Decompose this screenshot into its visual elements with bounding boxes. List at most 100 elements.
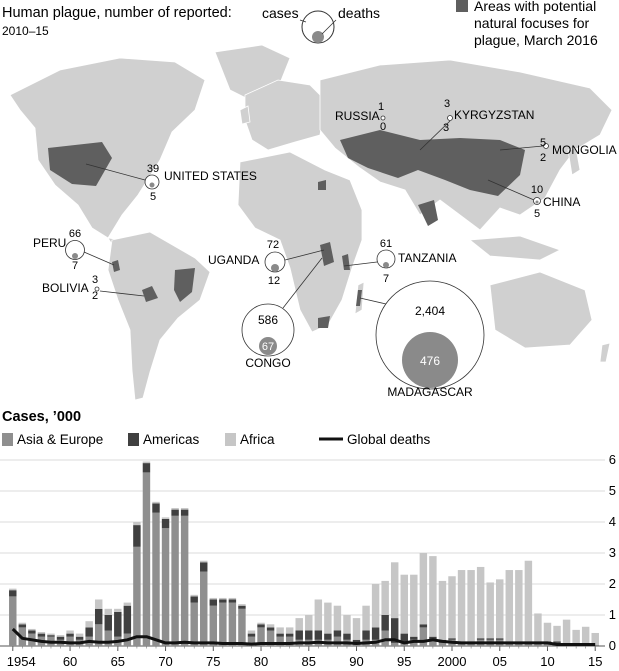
- label-united-states: UNITED STATES: [164, 169, 257, 183]
- bar-1994-s2: [390, 562, 399, 619]
- legend-swatch-americas: [128, 433, 139, 446]
- bar-2003-s1: [476, 638, 485, 640]
- x-tick-label: 2000: [438, 654, 467, 669]
- bar-1969-s1: [152, 503, 160, 513]
- bar-1964-s1: [104, 615, 112, 631]
- plague-focus-areas: [48, 130, 525, 328]
- bar-1982-s2: [276, 627, 284, 634]
- label-china: CHINA: [543, 195, 580, 209]
- focus-bolivia: [142, 286, 158, 302]
- bar-2007-s2: [515, 570, 523, 642]
- bar-1981-s0: [266, 630, 275, 646]
- bar-1989-s2: [343, 615, 351, 634]
- bar-1961-s2: [75, 633, 84, 637]
- bar-1980-s2: [257, 622, 265, 625]
- bar-1963-s2: [94, 599, 103, 609]
- bar-1983-s0: [285, 636, 294, 646]
- focus-india: [418, 200, 438, 226]
- bar-1999-s0: [438, 642, 447, 646]
- bar-1981-s2: [266, 624, 275, 628]
- bar-2004-s1: [486, 638, 494, 640]
- cases-uganda: 72: [267, 239, 279, 251]
- bar-1971-s0: [171, 515, 179, 646]
- bar-2000-s2: [448, 576, 456, 639]
- bar-1972-s0: [180, 515, 189, 646]
- focus-legend-line-2: natural focuses for: [474, 15, 590, 31]
- bar-2003-s2: [476, 566, 485, 639]
- key-deaths-label: deaths: [338, 5, 380, 21]
- bar-1995-s1: [400, 633, 408, 643]
- deaths-madagascar: 476: [420, 354, 440, 368]
- y-tick-label: 3: [609, 545, 616, 560]
- x-tick-label: 65: [111, 654, 125, 669]
- bar-1993-s2: [381, 580, 389, 615]
- bar-1962-s1: [85, 627, 93, 637]
- label-mongolia: MONGOLIA: [552, 143, 617, 157]
- y-tick-label: 6: [609, 452, 616, 467]
- bar-2012-s2: [562, 619, 571, 645]
- y-tick-label: 1: [609, 607, 616, 622]
- x-tick-label: 90: [349, 654, 363, 669]
- x-tick-label: 75: [206, 654, 220, 669]
- bar-1966-s2: [123, 602, 132, 606]
- bar-1984-s1: [295, 630, 303, 640]
- country-labels: RUSSIA 1 0 KYRGYZSTAN 3 3 MONGOLIA 5 2 C…: [33, 98, 617, 399]
- bar-1999-s2: [438, 580, 447, 640]
- bar-1972-s2: [180, 508, 189, 510]
- legend-label-africa: Africa: [240, 432, 275, 447]
- bar-1976-s0: [219, 602, 227, 646]
- deaths-uganda: 12: [268, 275, 280, 287]
- bar-2006-s0: [505, 642, 514, 646]
- bar-1975-s1: [209, 599, 218, 606]
- bar-1974-s1: [200, 562, 208, 572]
- focus-legend: Areas with potential natural focuses for…: [456, 0, 598, 48]
- bar-1978-s1: [238, 605, 246, 609]
- deaths-china: 5: [534, 208, 540, 220]
- focus-swatch: [456, 0, 468, 12]
- bar-1990-s1: [352, 639, 361, 643]
- bar-1970-s2: [161, 517, 170, 519]
- bar-1968-s1: [142, 463, 151, 473]
- bar-1971-s2: [171, 508, 179, 510]
- deaths-mongolia: 2: [540, 152, 546, 164]
- bar-1993-s1: [381, 615, 389, 631]
- bar-1998-s1: [429, 636, 437, 640]
- bar-1954-s2: [9, 588, 17, 591]
- legend-label-asia-europe: Asia & Europe: [17, 432, 103, 447]
- bar-1979-s0: [247, 636, 256, 646]
- deaths-kyrgyzstan: 3: [443, 122, 449, 134]
- bar-1967-s2: [133, 522, 141, 526]
- deaths-russia: 0: [380, 121, 386, 133]
- legend-label-americas: Americas: [143, 432, 200, 447]
- bar-2013-s2: [572, 629, 580, 646]
- cases-china: 10: [531, 184, 543, 196]
- uk: [239, 105, 251, 125]
- label-tanzania: TANZANIA: [398, 251, 456, 265]
- indonesia: [468, 235, 562, 261]
- chart-deaths-line: [11, 627, 596, 646]
- bar-2011-s1: [553, 641, 561, 643]
- bar-1977-s0: [228, 602, 237, 646]
- bar-1961-s1: [75, 636, 84, 640]
- bar-1963-s0: [94, 624, 103, 646]
- bar-1969-s2: [152, 501, 160, 504]
- label-kyrgyzstan: KYRGYZSTAN: [454, 108, 534, 122]
- label-bolivia: BOLIVIA: [42, 281, 89, 295]
- bar-1956-s1: [28, 630, 36, 634]
- bar-1998-s2: [429, 556, 437, 637]
- bar-2009-s2: [534, 613, 542, 642]
- label-madagascar: MADAGASCAR: [387, 385, 473, 399]
- bar-1972-s1: [180, 509, 189, 516]
- bar-2002-s0: [467, 642, 475, 646]
- bar-2014-s2: [581, 626, 590, 646]
- south-america: [107, 231, 211, 401]
- north-america: [9, 57, 206, 239]
- chart-y-axis: 0 1 2 3 4 5 6: [609, 452, 616, 653]
- bar-1967-s1: [133, 525, 141, 547]
- bar-1960-s0: [66, 636, 74, 646]
- bar-1956-s2: [28, 628, 36, 631]
- legend-swatch-africa: [225, 433, 236, 446]
- bar-2008-s0: [524, 642, 533, 646]
- bar-2008-s2: [524, 560, 533, 642]
- bar-1965-s2: [114, 608, 122, 612]
